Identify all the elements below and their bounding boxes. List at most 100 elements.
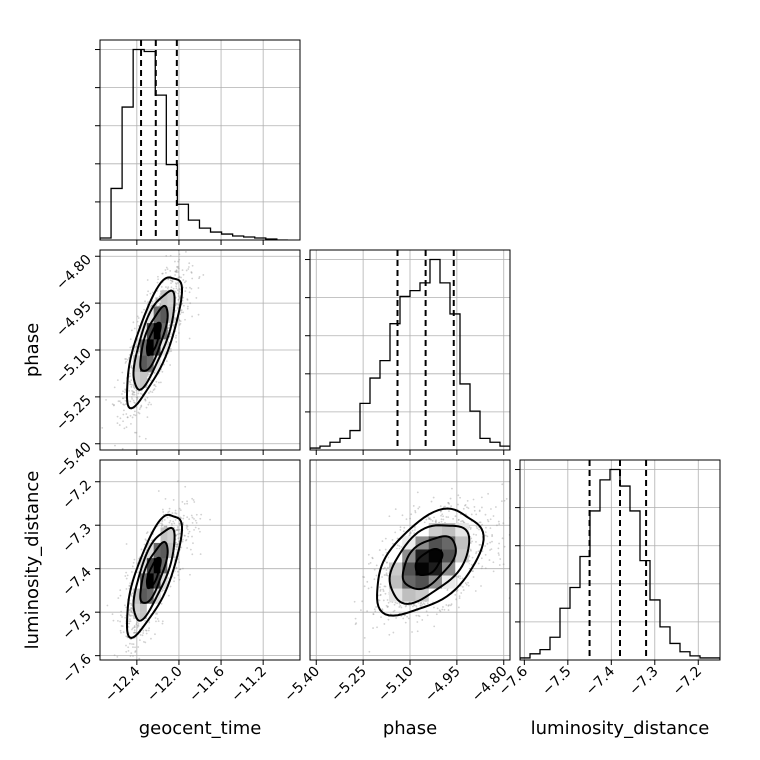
- sample-point: [144, 437, 147, 440]
- sample-point: [383, 585, 386, 588]
- sample-point: [486, 542, 489, 545]
- sample-point: [394, 601, 397, 604]
- sample-point: [186, 500, 188, 503]
- sample-point: [403, 614, 406, 617]
- density-panel-phase-luminosity_distance: [309, 459, 511, 665]
- x-tick-label: −7.3: [626, 664, 661, 699]
- sample-point: [168, 507, 171, 510]
- sample-point: [446, 589, 449, 592]
- sample-point: [137, 624, 140, 627]
- density-cell: [153, 573, 161, 589]
- sample-point: [415, 614, 418, 617]
- x-tick-label: −5.40: [281, 664, 323, 706]
- sample-point: [478, 509, 481, 512]
- sample-point: [166, 516, 169, 519]
- sample-point: [191, 264, 194, 267]
- sample-point: [178, 319, 181, 322]
- sample-point: [101, 426, 104, 429]
- sample-point: [144, 398, 147, 401]
- sample-point: [138, 435, 141, 438]
- sample-point: [113, 404, 115, 406]
- sample-point: [457, 494, 460, 497]
- sample-point: [183, 502, 186, 505]
- sample-point: [354, 617, 357, 620]
- sample-point: [388, 633, 391, 636]
- sample-point: [180, 546, 183, 549]
- sample-point: [172, 520, 175, 523]
- sample-point: [467, 584, 470, 587]
- sample-point: [178, 287, 181, 290]
- sample-point: [174, 317, 177, 320]
- sample-point: [464, 503, 467, 506]
- sample-point: [127, 626, 130, 629]
- sample-point: [168, 324, 171, 327]
- sample-point: [124, 391, 126, 394]
- sample-point: [145, 539, 148, 542]
- sample-point: [151, 291, 154, 294]
- x-axis-label-phase: phase: [383, 718, 437, 739]
- sample-point: [438, 609, 441, 612]
- density-cell: [146, 557, 154, 574]
- sample-point: [393, 603, 396, 606]
- sample-point: [440, 514, 442, 517]
- sample-point: [452, 517, 455, 520]
- sample-point: [179, 309, 182, 312]
- sample-point: [136, 621, 138, 624]
- sample-point: [387, 574, 389, 577]
- sample-point: [138, 408, 141, 411]
- sample-point: [117, 400, 120, 403]
- sample-point: [174, 290, 177, 293]
- sample-point: [133, 624, 136, 627]
- sample-point: [135, 623, 138, 626]
- sample-point: [187, 535, 190, 538]
- sample-point: [167, 511, 170, 514]
- sample-point: [489, 549, 491, 551]
- sample-point: [151, 300, 154, 303]
- sample-point: [475, 513, 478, 516]
- sample-point: [132, 393, 134, 396]
- sample-point: [178, 290, 181, 293]
- sample-point: [130, 329, 133, 332]
- y-tick-label: −7.5: [59, 608, 94, 643]
- sample-point: [124, 358, 127, 360]
- sample-point: [161, 622, 164, 625]
- sample-point: [175, 283, 178, 285]
- density-cell: [160, 527, 168, 543]
- sample-point: [382, 567, 385, 570]
- sample-point: [158, 381, 160, 384]
- sample-point: [447, 516, 450, 519]
- sample-point: [165, 360, 168, 362]
- sample-point: [382, 590, 385, 592]
- sample-point: [130, 602, 133, 605]
- sample-point: [119, 620, 121, 623]
- sample-point: [144, 399, 147, 402]
- sample-point: [182, 273, 185, 276]
- sample-point: [133, 558, 136, 561]
- sample-point: [447, 604, 450, 607]
- sample-point: [177, 543, 179, 545]
- sample-point: [179, 320, 182, 323]
- sample-point: [176, 545, 179, 548]
- sample-point: [131, 571, 133, 573]
- sample-point: [131, 611, 133, 614]
- density-panel-geocent_time-phase: [95, 249, 301, 455]
- sample-point: [417, 601, 420, 604]
- sample-point: [184, 318, 186, 321]
- sample-point: [170, 522, 173, 525]
- sample-point: [177, 529, 180, 532]
- sample-point: [134, 345, 137, 348]
- sample-point: [174, 282, 177, 285]
- sample-point: [160, 522, 163, 525]
- sample-point: [430, 518, 432, 521]
- sample-point: [471, 556, 474, 559]
- sample-point: [197, 313, 200, 316]
- sample-point: [171, 512, 174, 514]
- sample-point: [169, 519, 172, 522]
- sample-point: [179, 516, 182, 519]
- sample-point: [131, 393, 134, 395]
- sample-point: [466, 499, 469, 502]
- sample-point: [134, 646, 136, 649]
- contour-line: [145, 321, 162, 357]
- sample-point: [442, 606, 444, 608]
- sample-point: [186, 516, 189, 519]
